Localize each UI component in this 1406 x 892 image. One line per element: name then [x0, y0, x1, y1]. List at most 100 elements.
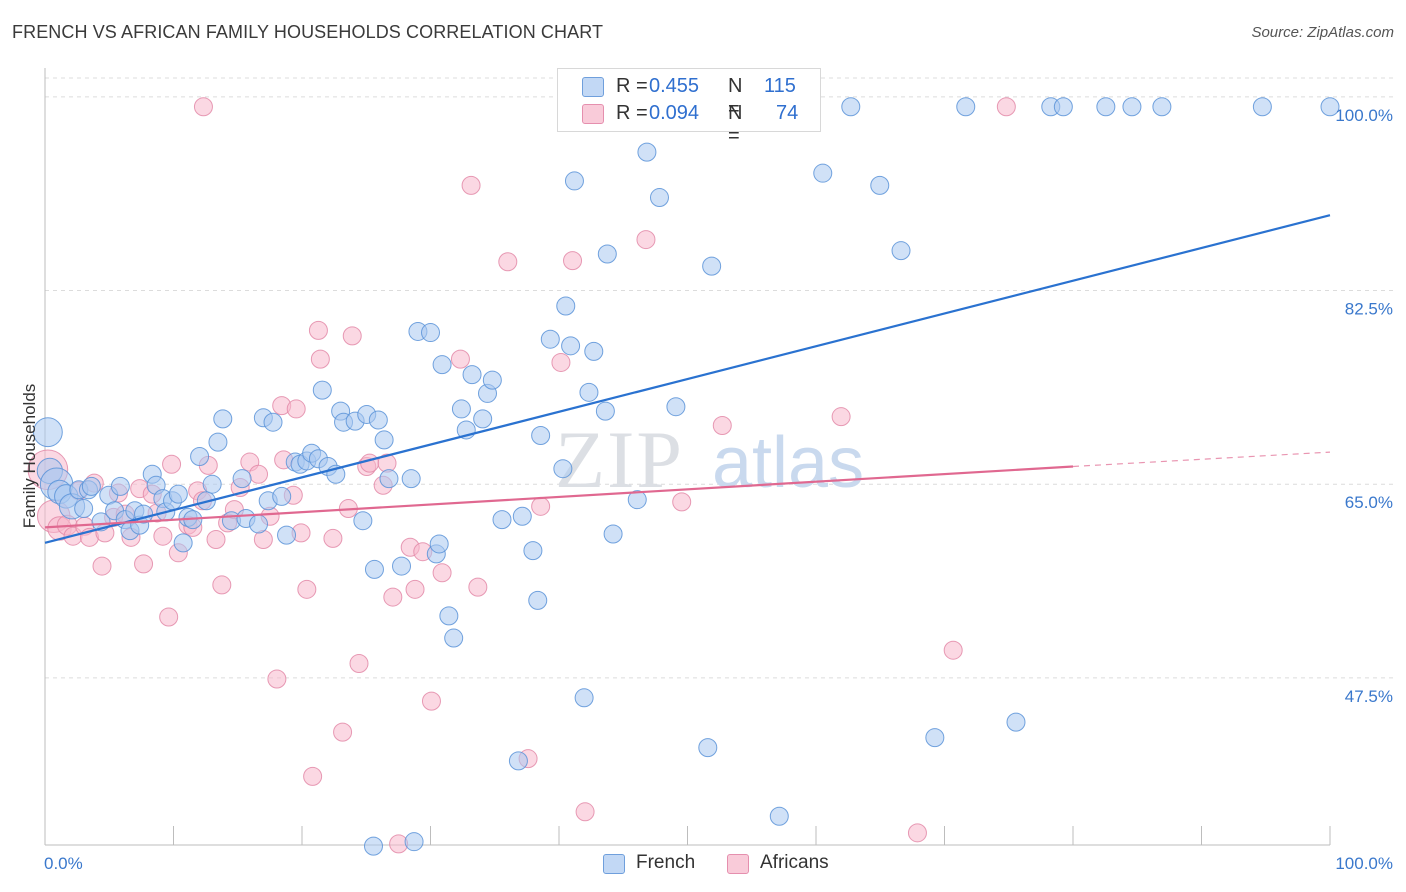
africans-point	[405, 579, 425, 599]
french-point	[553, 459, 573, 479]
chart-title: FRENCH VS AFRICAN FAMILY HOUSEHOLDS CORR…	[12, 22, 604, 42]
africans-point	[153, 526, 173, 546]
french-point	[379, 469, 399, 489]
french-point	[368, 410, 388, 430]
bottom-legend-label-africans: Africans	[760, 852, 829, 873]
french-point	[584, 341, 604, 361]
bottom-legend-french: French	[603, 851, 723, 877]
french-point	[110, 476, 130, 496]
french-point	[232, 469, 252, 489]
africans-trend-extension	[1072, 451, 1331, 468]
bottom-legend-swatch-africans	[727, 854, 749, 874]
french-point	[353, 511, 373, 531]
french-point	[649, 188, 669, 208]
legend-n-label: N =	[728, 75, 743, 120]
french-point	[32, 417, 63, 448]
trend-lines	[44, 214, 1331, 544]
grid-lines	[45, 77, 1395, 679]
french-point	[429, 534, 449, 554]
legend-r-label: R =	[616, 75, 648, 97]
french-point	[528, 590, 548, 610]
french-point	[392, 556, 412, 576]
africans-point	[531, 496, 551, 516]
africans-point	[712, 416, 732, 436]
french-point	[508, 751, 528, 771]
africans-point	[333, 722, 353, 742]
french-point	[432, 355, 452, 375]
french-point	[272, 486, 292, 506]
french-point	[74, 499, 94, 519]
french-point	[769, 806, 789, 826]
y-tick-label: 47.5%	[1345, 687, 1393, 706]
africans-point	[310, 349, 330, 369]
africans-point	[461, 175, 481, 195]
french-point	[444, 628, 464, 648]
legend-n-label: N =	[728, 102, 743, 147]
africans-point	[342, 326, 362, 346]
french-point	[277, 525, 297, 545]
french-point	[870, 175, 890, 195]
french-point	[213, 409, 233, 429]
stats-legend: R = 0.455 N = 115 R = 0.094 N = 74	[557, 68, 821, 147]
africans-point	[450, 349, 470, 369]
french-point	[925, 728, 945, 748]
french-point	[1096, 97, 1116, 117]
watermark-atlas: atlas	[712, 423, 864, 503]
french-point	[249, 514, 269, 534]
french-point	[1152, 97, 1172, 117]
french-point	[473, 409, 493, 429]
legend-r-value: 0.094	[649, 102, 700, 124]
french-point	[439, 606, 459, 626]
french-point	[603, 524, 623, 544]
africans-point	[206, 530, 226, 550]
africans-point	[286, 399, 306, 419]
africans-point	[134, 554, 154, 574]
africans-point	[996, 97, 1016, 117]
french-point	[595, 401, 615, 421]
french-point	[462, 365, 482, 385]
french-point	[813, 163, 833, 183]
watermark: ZIP atlas	[555, 414, 864, 505]
french-point	[363, 836, 383, 856]
french-point	[627, 490, 647, 510]
french-point	[190, 447, 210, 467]
africans-point	[360, 453, 380, 473]
french-point	[698, 738, 718, 758]
africans-point	[159, 607, 179, 627]
french-point	[523, 541, 543, 561]
french-point	[1252, 97, 1272, 117]
french-point	[202, 474, 222, 494]
french-point	[574, 688, 594, 708]
french-point	[540, 329, 560, 349]
bottom-legend-africans: Africans	[727, 851, 857, 877]
french-point	[1122, 97, 1142, 117]
africans-point	[212, 575, 232, 595]
tick-labels: 47.5% 65.0% 82.5% 100.0% 0.0% 100.0%	[44, 106, 1393, 873]
axes	[44, 68, 1331, 846]
french-point	[579, 382, 599, 402]
french-point	[512, 506, 532, 526]
y-tick-label: 82.5%	[1345, 300, 1393, 319]
africans-point	[383, 587, 403, 607]
africans-point	[421, 691, 441, 711]
africans-point	[297, 579, 317, 599]
africans-point	[193, 97, 213, 117]
africans-point	[468, 577, 488, 597]
africans-point	[323, 528, 343, 548]
africans-point	[249, 464, 269, 484]
africans-point	[432, 563, 452, 583]
french-point	[1320, 97, 1340, 117]
french-point	[81, 476, 101, 496]
french-point	[364, 559, 384, 579]
x-tick-label-min: 0.0%	[44, 854, 83, 873]
africans-point	[575, 802, 595, 822]
africans-point	[563, 251, 583, 271]
africans-point	[831, 407, 851, 427]
africans-point	[162, 454, 182, 474]
bottom-legend-label-french: French	[636, 852, 696, 873]
africans-point	[303, 766, 323, 786]
french-point	[482, 370, 502, 390]
french-point	[564, 171, 584, 191]
french-point	[173, 533, 193, 553]
